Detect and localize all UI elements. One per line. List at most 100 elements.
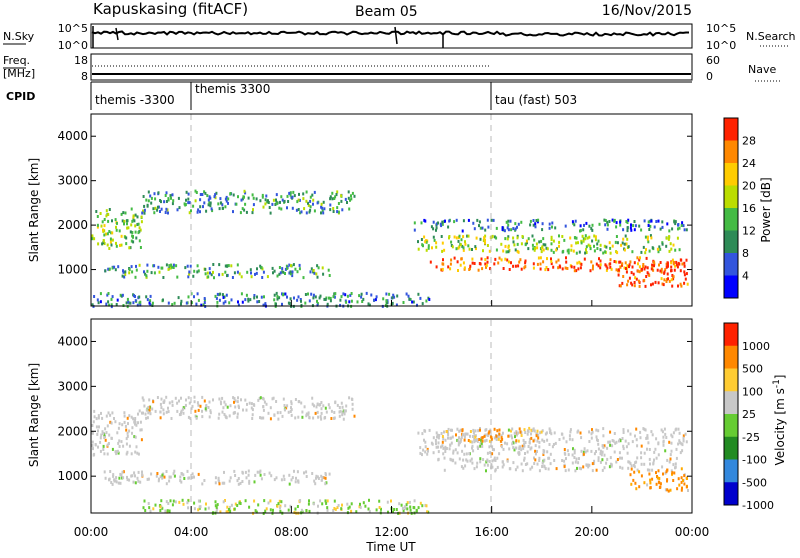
- echo-cell: [458, 436, 460, 440]
- echo-cell: [134, 450, 137, 454]
- echo-cell: [146, 263, 149, 267]
- echo-cell: [118, 229, 121, 233]
- echo-cell: [107, 219, 110, 223]
- echo-cell: [601, 468, 604, 472]
- echo-cell: [678, 226, 681, 230]
- echo-cell: [668, 229, 671, 233]
- echo-cell: [132, 417, 135, 421]
- echo-cell: [647, 240, 650, 244]
- echo-cell: [110, 231, 113, 235]
- echo-cell: [444, 438, 447, 442]
- echo-cell: [111, 295, 114, 299]
- echo-cell: [552, 239, 555, 243]
- echo-cell: [350, 197, 353, 201]
- echo-cell: [250, 402, 253, 406]
- echo-cell: [619, 220, 622, 224]
- echo-cell: [208, 201, 211, 205]
- echo-cell: [333, 292, 336, 296]
- echo-cell: [648, 273, 651, 277]
- echo-cell: [402, 509, 405, 513]
- echo-cell: [305, 414, 308, 418]
- echo-cell: [275, 302, 277, 306]
- echo-cell: [676, 265, 679, 269]
- echo-cell: [317, 415, 320, 419]
- echo-cell: [644, 428, 647, 432]
- echo-cell: [660, 428, 663, 432]
- echo-cell: [157, 479, 160, 483]
- echo-cell: [301, 415, 304, 419]
- echo-cell: [217, 202, 220, 206]
- echo-cell: [469, 264, 472, 268]
- echo-cell: [587, 463, 590, 467]
- echo-cell: [496, 465, 499, 469]
- echo-cell: [619, 439, 622, 443]
- echo-cell: [605, 264, 608, 268]
- echo-cell: [209, 271, 211, 275]
- echo-cell: [685, 272, 688, 276]
- echo-cell: [627, 218, 630, 222]
- echo-cell: [219, 400, 222, 404]
- echo-cell: [143, 270, 145, 274]
- echo-cell: [133, 435, 136, 439]
- echo-cell: [284, 504, 287, 508]
- echo-cell: [262, 408, 265, 412]
- echo-cell: [590, 449, 593, 453]
- echo-cell: [318, 296, 321, 300]
- echo-cell: [681, 221, 684, 225]
- echo-cell: [320, 407, 323, 411]
- echo-cell: [473, 262, 476, 265]
- echo-cell: [95, 425, 98, 429]
- echo-cell: [467, 234, 470, 238]
- echo-cell: [468, 247, 471, 251]
- echo-cell: [314, 482, 317, 486]
- echo-cell: [455, 218, 458, 222]
- echo-cell: [456, 260, 459, 264]
- echo-cell: [520, 242, 523, 246]
- echo-cell: [523, 442, 526, 446]
- echo-cell: [524, 261, 527, 265]
- echo-cell: [112, 474, 115, 478]
- echo-cell: [320, 478, 323, 482]
- echo-cell: [653, 260, 656, 264]
- echo-cell: [537, 218, 540, 222]
- echo-cell: [291, 476, 294, 480]
- echo-cell: [117, 451, 120, 455]
- echo-cell: [571, 453, 574, 457]
- echo-cell: [428, 298, 431, 301]
- echo-cell: [163, 475, 166, 479]
- echo-cell: [142, 506, 145, 510]
- echo-cell: [431, 246, 433, 250]
- echo-cell: [316, 410, 319, 414]
- echo-cell: [221, 410, 224, 414]
- echo-cell: [289, 191, 292, 195]
- echo-cell: [508, 447, 511, 451]
- echo-cell: [281, 198, 284, 202]
- echo-cell: [326, 506, 329, 510]
- echo-cell: [580, 436, 583, 440]
- echo-cell: [213, 195, 216, 199]
- echo-cell: [679, 269, 682, 273]
- echo-cell: [227, 197, 230, 201]
- echo-cell: [479, 427, 481, 430]
- echo-cell: [409, 508, 412, 512]
- echo-cell: [184, 403, 187, 407]
- echo-cell: [655, 482, 658, 486]
- echo-cell: [152, 507, 155, 511]
- echo-cell: [218, 482, 221, 486]
- echo-cell: [235, 202, 238, 206]
- echo-cell: [259, 473, 262, 477]
- echo-cell: [657, 480, 660, 484]
- echo-cell: [102, 444, 105, 448]
- echo-cell: [296, 270, 299, 274]
- xtick-label: 08:00: [274, 525, 309, 539]
- echo-cell: [575, 236, 578, 240]
- ytick-label: 2000: [57, 218, 88, 232]
- echo-cell: [511, 436, 514, 440]
- echo-cell: [103, 229, 106, 233]
- echo-cell: [108, 247, 111, 250]
- echo-cell: [157, 205, 159, 209]
- echo-cell: [484, 238, 486, 242]
- echo-cell: [374, 298, 377, 302]
- echo-cell: [312, 293, 315, 297]
